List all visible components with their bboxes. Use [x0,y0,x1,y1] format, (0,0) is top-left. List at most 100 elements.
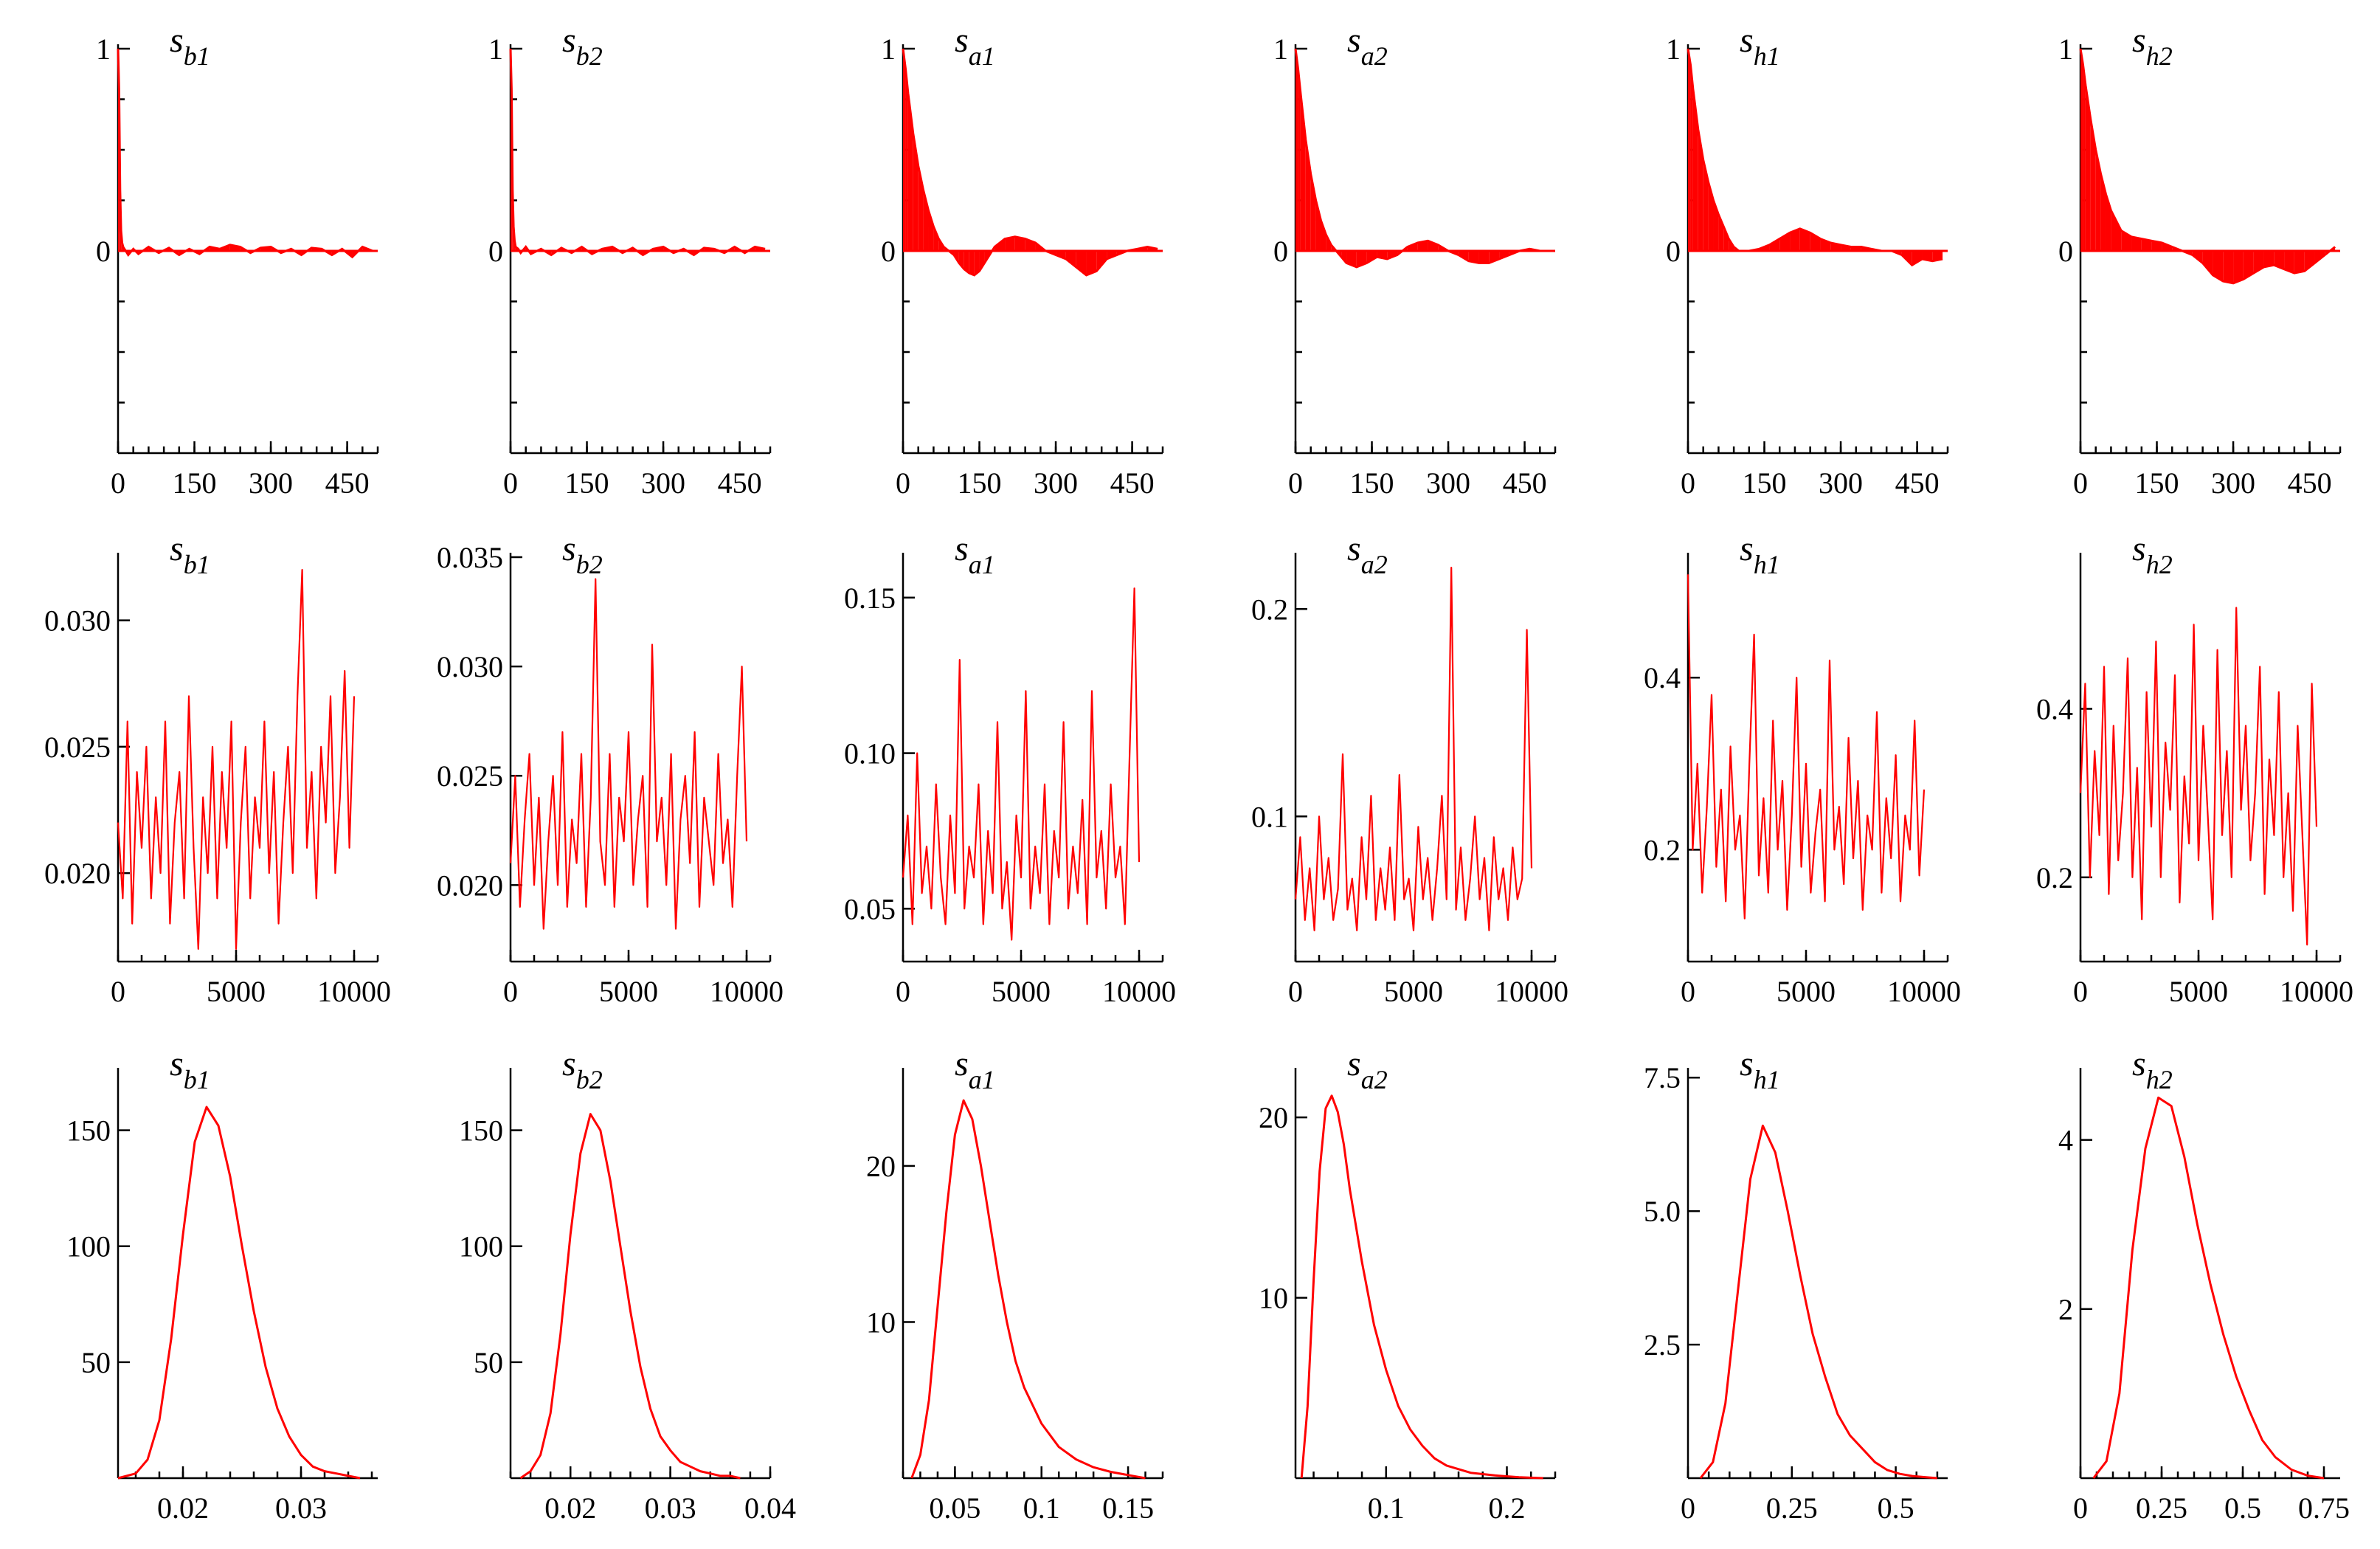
autocorrelation-b1-y-tick-label: 1 [96,32,111,66]
autocorrelation-h2-acf-bar [2080,49,2083,251]
trace-h2-x-tick-label: 5000 [2169,975,2228,1008]
autocorrelation-a2-y-tick-label: 0 [1273,235,1288,268]
density-h2-y-tick-label: 2 [2058,1293,2073,1326]
density-b1-y-tick-label: 100 [66,1230,111,1263]
density-h2-x-tick-label: 0.75 [2298,1491,2350,1525]
density-a2-title-subscript: a2 [1361,1065,1388,1094]
autocorrelation-h1-acf-bar [1790,228,1800,251]
autocorrelation-a2-title-subscript: a2 [1361,41,1388,71]
density-b2-x-tick-label: 0.03 [645,1491,696,1525]
autocorrelation-b1-panel: 1 0 0 150 300 450 sb1 [96,21,379,500]
autocorrelation-h1-acf-bar [1688,49,1691,251]
autocorrelation-h2-y-tick-label: 1 [2058,32,2073,66]
density-h2-panel: 2 4 0 0.25 0.5 0.75 sh2 [2058,1044,2350,1525]
trace-a2-title-subscript: a2 [1361,550,1388,579]
autocorrelation-h1-acf-bar [1912,251,1923,266]
autocorrelation-h2-acf-bar [2233,251,2244,283]
autocorrelation-a1-acf-bar [979,251,985,272]
density-h2-density-curve [2092,1096,2325,1480]
autocorrelation-a2-x-tick-label: 300 [1426,466,1470,500]
density-b1-title-base: s [170,1044,184,1083]
density-a2-title-base: s [1347,1044,1361,1083]
autocorrelation-a1-acf-bar [928,210,934,251]
trace-a1-title: sa1 [955,529,995,579]
autocorrelation-h1-acf-bar [1820,238,1831,251]
autocorrelation-b2-panel: 1 0 0 150 300 450 sb2 [488,21,772,500]
density-b2-title-subscript: b2 [576,1065,603,1094]
autocorrelation-h1-title-base: s [1740,21,1754,60]
autocorrelation-b1-x-tick-label: 0 [111,466,125,500]
autocorrelation-a2-title-base: s [1347,21,1361,60]
trace-h2-x-tick-label: 0 [2073,975,2088,1008]
trace-b2-x-tick-label: 10000 [710,975,783,1008]
trace-b1-x-tick-label: 10000 [317,975,391,1008]
density-a1-y-tick-label: 20 [866,1150,896,1183]
autocorrelation-h1-x-tick-label: 150 [1743,466,1787,500]
autocorrelation-a2-acf-bar [1321,220,1326,251]
trace-h2-trace-line [2079,607,2318,946]
autocorrelation-b2-x-tick-label: 150 [565,466,609,500]
trace-a2-x-tick-label: 10000 [1495,975,1568,1008]
autocorrelation-h2-acf-bar [2263,251,2275,267]
trace-a2-y-tick-label: 0.1 [1251,800,1288,833]
density-h2-title-base: s [2132,1044,2146,1083]
trace-a2-trace-line [1294,567,1533,931]
autocorrelation-h1-y-tick-label: 0 [1666,235,1681,268]
density-a2-x-tick-label: 0.2 [1489,1491,1526,1525]
autocorrelation-a1-title-base: s [955,21,969,60]
autocorrelation-b2-x-tick-label: 0 [503,466,518,500]
autocorrelation-a2-acf-bar [1478,251,1490,263]
trace-h1-x-tick-label: 0 [1681,975,1695,1008]
autocorrelation-h2-panel: 1 0 0 150 300 450 sh2 [2058,21,2342,500]
trace-b1-y-tick-label: 0.030 [44,604,111,638]
autocorrelation-h1-title: sh1 [1740,21,1780,71]
autocorrelation-h2-acf-bar [2141,238,2152,251]
autocorrelation-a2-acf-bar [1295,49,1298,251]
density-a1-panel: 10 20 0.05 0.1 0.15 sa1 [866,1044,1164,1525]
autocorrelation-a2-acf-bar [1298,69,1301,252]
autocorrelation-a2-panel: 1 0 0 150 300 450 sa2 [1273,21,1557,500]
trace-a1-title-base: s [955,529,969,568]
density-h2-x-tick-label: 0.25 [2136,1491,2187,1525]
autocorrelation-h1-y-tick-label: 1 [1666,32,1681,66]
autocorrelation-h2-x-tick-label: 300 [2211,466,2255,500]
density-a1-title: sa1 [955,1044,995,1094]
trace-b1-title: sb1 [170,529,210,579]
autocorrelation-h2-title-base: s [2132,21,2146,60]
autocorrelation-b2-x-tick-label: 450 [718,466,762,500]
trace-a2-x-tick-label: 5000 [1384,975,1443,1008]
autocorrelation-a2-acf-outline [1294,48,1551,269]
trace-b1-y-tick-label: 0.020 [44,857,111,890]
autocorrelation-h2-acf-bar [2294,251,2305,274]
density-b2-y-tick-label: 100 [459,1230,503,1263]
autocorrelation-a1-acf-bar [974,251,980,275]
autocorrelation-h1-x-tick-label: 300 [1819,466,1863,500]
autocorrelation-a1-acf-bar [964,251,969,274]
autocorrelation-b1-acf-outline [117,48,373,259]
autocorrelation-h1-acf-bar [1690,64,1693,251]
autocorrelation-h2-acf-bar [2202,251,2213,275]
autocorrelation-b2-title-base: s [562,21,576,60]
density-b1-panel: 50 100 150 0.02 0.03 sb1 [66,1044,378,1525]
autocorrelation-h1-acf-bar [1723,227,1729,251]
autocorrelation-h2-acf-bar [2223,251,2234,283]
autocorrelation-h1-acf-bar [1779,232,1791,251]
autocorrelation-b1-title: sb1 [170,21,210,71]
trace-h1-y-tick-label: 0.2 [1644,833,1681,866]
autocorrelation-a1-acf-outline [902,48,1158,277]
density-b1-y-tick-label: 150 [66,1114,111,1148]
autocorrelation-b1-x-tick-label: 450 [325,466,370,500]
trace-h1-title: sh1 [1740,529,1780,579]
trace-a1-y-tick-label: 0.05 [844,892,896,925]
autocorrelation-h1-acf-bar [1692,89,1698,251]
density-a2-panel: 10 20 0.1 0.2 sa2 [1259,1044,1557,1525]
autocorrelation-h1-acf-bar [1703,159,1709,251]
autocorrelation-h1-acf-bar [1799,228,1810,251]
autocorrelation-h1-acf-outline [1687,48,1943,267]
autocorrelation-a1-acf-bar [1086,251,1097,275]
trace-b1-x-tick-label: 5000 [207,975,266,1008]
autocorrelation-b1-title-base: s [170,21,184,60]
autocorrelation-a1-acf-bar [1065,251,1076,267]
autocorrelation-h1-x-tick-label: 450 [1895,466,1940,500]
